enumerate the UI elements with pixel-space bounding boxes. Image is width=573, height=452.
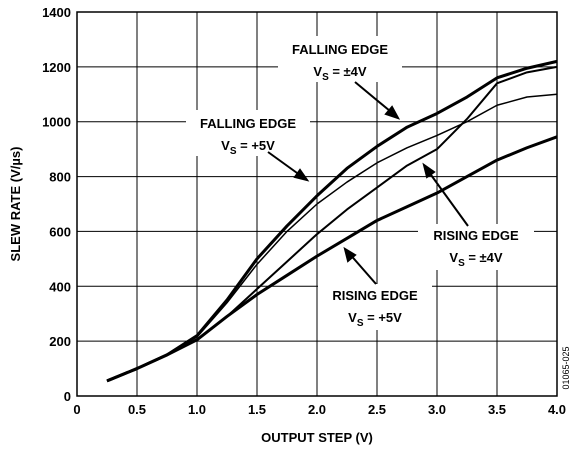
annotation-part: V	[313, 64, 322, 79]
label-backgrounds	[186, 36, 534, 330]
annotation: FALLING EDGE	[200, 116, 296, 131]
y-tick-label: 1200	[42, 60, 71, 75]
figure-code: 01065-025	[561, 346, 571, 389]
annotation-part: V	[221, 138, 230, 153]
y-tick-label: 200	[49, 334, 71, 349]
annotation-part: = +5V	[237, 138, 276, 153]
y-tick-label: 600	[49, 224, 71, 239]
annotation-part: = ±4V	[329, 64, 367, 79]
annotation: RISING EDGE	[332, 288, 418, 303]
x-tick-label: 3.0	[428, 402, 446, 417]
arrow	[425, 167, 469, 227]
lines	[106, 59, 558, 383]
annotation-sub: S	[458, 258, 465, 269]
x-tick-label: 0	[73, 402, 80, 417]
annotation-sub: S	[357, 318, 364, 329]
annotation-part: V	[449, 250, 458, 265]
annotation: VS = +5V	[221, 138, 275, 157]
y-tick-label: 400	[49, 279, 71, 294]
annotation: RISING EDGE	[433, 228, 519, 243]
y-tick-label: 800	[49, 170, 71, 185]
x-tick-label: 0.5	[128, 402, 146, 417]
arrow-head	[422, 162, 436, 179]
annotation: VS = ±4V	[313, 64, 367, 83]
series-line	[106, 135, 558, 383]
plot-frame	[76, 11, 558, 397]
x-tick-label: 2.0	[308, 402, 326, 417]
series-line	[106, 65, 558, 382]
arrows	[267, 81, 469, 285]
arrow-head	[343, 246, 357, 263]
y-tick-label: 1400	[42, 5, 71, 20]
y-tick-label: 1000	[42, 115, 71, 130]
x-tick-label: 4.0	[548, 402, 566, 417]
x-tick-label: 2.5	[368, 402, 386, 417]
annotation: VS = ±4V	[449, 250, 503, 269]
annotation-part: = ±4V	[465, 250, 503, 265]
annotation: FALLING EDGE	[292, 42, 388, 57]
x-axis-label: OUTPUT STEP (V)	[261, 430, 373, 445]
y-tick-label: 0	[64, 389, 71, 404]
label-bg	[278, 36, 402, 82]
label-bg	[186, 110, 310, 156]
annotation-sub: S	[322, 72, 329, 83]
annotation-part: V	[348, 310, 357, 325]
arrow-head	[384, 105, 401, 120]
annotation-sub: S	[230, 146, 237, 157]
label-bg	[318, 284, 432, 330]
x-tick-label: 1.5	[248, 402, 266, 417]
label-bg	[418, 224, 534, 270]
x-tick-label: 3.5	[488, 402, 506, 417]
x-tick-label: 1.0	[188, 402, 206, 417]
arrow-head	[293, 168, 310, 182]
annotation: VS = +5V	[348, 310, 402, 329]
y-axis-label: SLEW RATE (V/µs)	[8, 147, 23, 262]
annotation-part: = +5V	[364, 310, 403, 325]
